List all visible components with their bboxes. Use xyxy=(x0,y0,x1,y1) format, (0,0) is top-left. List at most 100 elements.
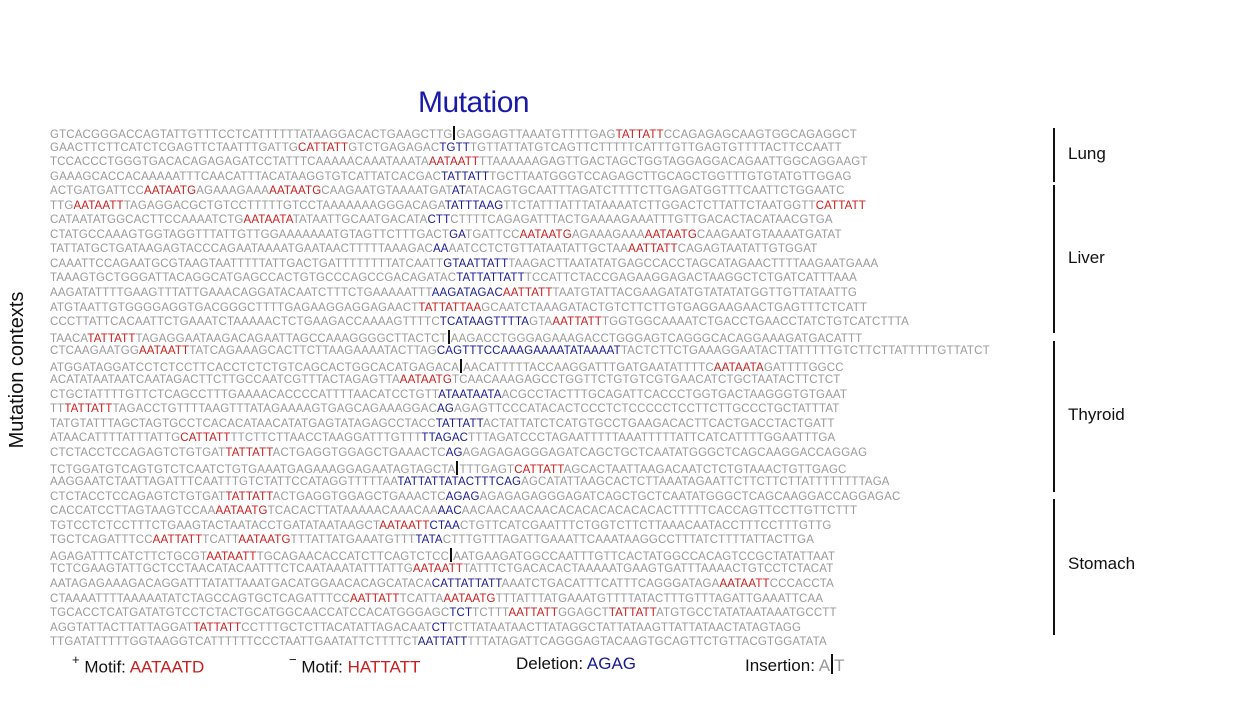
minus-sign: − xyxy=(289,652,297,667)
insertion-marker-icon xyxy=(447,329,450,344)
insertion-right-base: T xyxy=(834,656,845,675)
deletion-segment: TTAGAC xyxy=(421,432,469,445)
context-segment: AAGGAATCTAATTAGATTTCAATTTGTCTATTCCATAGGT… xyxy=(50,476,398,489)
context-segment: TCTTATAATAACTTATAGGCTATTATAAGTTATTATAACT… xyxy=(447,621,802,634)
sequence-row: TAACATATTATTTAGAGGAATAAGACAGAATTAGCCAAAG… xyxy=(50,329,1060,345)
context-segment: CAGAGTAATATTGTGGAT xyxy=(677,243,818,256)
deletion-segment: AAC xyxy=(437,505,462,518)
motif-segment: CATTATT xyxy=(297,141,349,154)
context-segment: CCCTTATTCACAATTCTGAAATCTAAAAACTCTGAAGACC… xyxy=(50,316,440,329)
context-segment: CTCAAGAATGG xyxy=(50,345,139,358)
deletion-segment: ATAATAATA xyxy=(438,388,502,401)
motif-segment: AATAATG xyxy=(269,185,322,198)
motif-segment: AATTATT xyxy=(552,316,602,329)
insertion-left-base: A xyxy=(818,656,831,675)
context-segment: GGAGCT xyxy=(558,607,609,620)
deletion-segment: AATTATT xyxy=(417,636,468,649)
context-segment: CCTTTGCTCTTACATATTAGACAAT xyxy=(241,621,432,634)
context-segment: AGGTATTACTTATTAGGAT xyxy=(50,621,194,634)
motif-segment: AATTATT xyxy=(628,243,678,256)
legend-minus-motif: − Motif: HATTATT xyxy=(289,652,420,678)
context-segment: TATCAGAAAGCACTTCTTAAGAAAATACTTAG xyxy=(189,345,437,358)
motif-segment: AATAATA xyxy=(243,214,293,227)
context-segment: AATAGAGAAAGACAGGATTTATATTAAATGACATGGAACA… xyxy=(50,577,432,590)
sequence-row: GAAAGCACCACAAAAATTTCAACATTTACATAAGGTGTCA… xyxy=(50,170,1060,185)
context-segment: ACTGAGGTGGAGCTGAAACTC xyxy=(272,447,446,460)
bracket-liver xyxy=(1053,185,1055,333)
legend-deletion: Deletion: AGAG xyxy=(516,654,636,674)
context-segment: CACCATCCTTAGTAAGTCCAA xyxy=(50,505,216,518)
context-segment: TCACACTTATAAAAACAAACAA xyxy=(267,505,438,518)
motif-segment: TATTATT xyxy=(608,607,657,620)
context-segment: TACTCTTCTGAAAGGAATACTTATTTTTGTCTTCTTATTT… xyxy=(620,345,990,358)
insertion-marker-icon xyxy=(453,126,456,140)
motif-segment: AATAATG xyxy=(519,228,572,241)
deletion-value: AGAG xyxy=(586,654,637,673)
sequence-row: CACCATCCTTAGTAAGTCCAAAATAATGTCACACTTATAA… xyxy=(50,504,1060,519)
motif-segment: AATTATT xyxy=(349,592,400,605)
sequence-row: TCTCGAAGTATTGCTCCTAACATACAATTTCTCAATAAAT… xyxy=(50,562,1060,577)
deletion-segment: AGAG xyxy=(445,490,480,503)
deletion-segment: CTT xyxy=(427,214,451,227)
sequence-row: TTGATATTTTTGGTAAGGTCATTTTTTCCCTAATTGAATA… xyxy=(50,635,1060,650)
context-segment: GAAAGCACCACAAAAATTTCAACATTTACATAAGGTGTCA… xyxy=(50,170,442,183)
motif-segment: TATTATT xyxy=(64,403,113,416)
group-label-stomach: Stomach xyxy=(1068,554,1136,573)
sequence-row: AGAGATTTCATCTTCTGCGTAATAATTTGCAGAACACCAT… xyxy=(50,547,1060,563)
legend: + Motif: AATAATD − Motif: HATTATT Deleti… xyxy=(0,652,1256,684)
context-segment: AGCACTAATTAAGACAATCTCTGTAAACTGTTGAGC xyxy=(563,463,847,476)
sequence-row: ACATATAATAATCAATAGACTTCTTGCCAATCGTTTACTA… xyxy=(50,373,1060,388)
deletion-segment: TGTT xyxy=(439,141,470,154)
motif-segment: AATTATT xyxy=(502,287,553,300)
insertion-marker-icon xyxy=(456,460,459,475)
context-segment: TGCTCAGATTTCC xyxy=(50,534,153,547)
context-segment: CCAGAGAGCAAGTGGCAGAGGCT xyxy=(663,129,857,141)
context-segment: AACATTTTTACCAAGGATTTGATGAATATTTTC xyxy=(463,361,714,374)
context-segment: CTTTTCAGAGATTTACTGAAAAGAAATTTGTTGACACTAC… xyxy=(450,214,833,227)
bracket-lung xyxy=(1053,128,1055,182)
sequence-row: GTCACGGGACCAGTATTGTTTCCTCATTTTTTATAAGGAC… xyxy=(50,126,1060,141)
sequence-row: TGTCCTCTCCTTTCTGAAGTACTAATACCTGATATAATAA… xyxy=(50,519,1060,534)
context-segment: TAATGTATTACGAAGATATGTATATATGGTTGTTATAATT… xyxy=(552,287,857,300)
context-segment: AGAGTTCCCATACACTCCCTCTCCCCCTCCTTCTTGCCCT… xyxy=(453,403,840,416)
context-segment: AGAGATTTCATCTTCTGCGT xyxy=(50,550,207,563)
context-segment: TGTCCTCTCCTTTCTGAAGTACTAATACCTGATATAATAA… xyxy=(50,519,380,532)
context-segment: AGAAAGAAA xyxy=(571,228,645,241)
motif-segment: AATAATT xyxy=(719,577,770,590)
sequence-row: ATGGATAGGATCCTCTCCTTCACCTCTCTGTCAGCACTGG… xyxy=(50,358,1060,374)
context-segment: AGAAAGAAA xyxy=(196,185,270,198)
motif-segment: TATTATT xyxy=(87,332,136,345)
motif-segment: AATAATG xyxy=(644,228,697,241)
y-axis-label: Mutation contexts xyxy=(6,291,28,449)
context-segment: CTATGCCAAAGTGGTAGGTTTATTGTTGGAAAAAAATGTA… xyxy=(50,228,450,241)
sequence-row: AAGGAATCTAATTAGATTTCAATTTGTCTATTCCATAGGT… xyxy=(50,475,1060,490)
context-segment: CTCTACCTCCAGAGTCTGTGAT xyxy=(50,447,226,460)
context-segment: ACTGAGGTGGAGCTGAAACTC xyxy=(272,490,446,503)
context-segment: TTAAAAAAGAGTTGACTAGCTGGTAGGAGGACAGAATTGG… xyxy=(479,156,868,169)
context-segment: AATCCTCTGTTATAATATTGCTAA xyxy=(448,243,629,256)
sequence-row: TGCTCAGATTTCCAATTATTTCATTAATAATGTTTATTAT… xyxy=(50,533,1060,548)
sequence-row: TATTATGCTGATAAGAGTACCCAGAATAAAATGAATAACT… xyxy=(50,242,1060,257)
context-segment: TATGTATTTAGCTAGTGCCTCACACATAACATATGAGTAT… xyxy=(50,417,436,430)
group-label-lung: Lung xyxy=(1068,144,1106,163)
deletion-segment: TATTATTATT xyxy=(456,272,525,285)
motif-segment: CATTATT xyxy=(180,432,231,445)
context-segment: TCCACCCTGGGTGACACAGAGAGATCCTATTTCAAAAACA… xyxy=(50,156,429,169)
context-segment: CTAAAATTTTAAAAATATCTAGCCAGTGCTCAGATTTCC xyxy=(50,592,350,605)
context-segment: CTGCTATTTTGTTCTCAGCCTTTGAAAACACCCCATTTTA… xyxy=(50,388,439,401)
sequence-row: CTATGCCAAAGTGGTAGGTTTATTGTTGGAAAAAAATGTA… xyxy=(50,228,1060,243)
context-segment: TAAGACTTAATATATGAGCCACCTAGCATAGAACTTTTAA… xyxy=(508,257,879,270)
deletion-segment: CAGTTTCCAAAGAAAATATAAAAT xyxy=(436,345,621,358)
context-segment: GTA xyxy=(529,316,553,329)
context-segment: TGCTTAATGGGTCCAGAGCTTGCAGCTGGTTTGTGTATGT… xyxy=(489,170,852,183)
motif-segment: AATAATA xyxy=(713,361,764,374)
motif-segment: AATAATT xyxy=(379,519,430,532)
context-segment: TATTATGCTGATAAGAGTACCCAGAATAAAATGAATAACT… xyxy=(50,243,433,256)
context-segment: TGTTATTATGTCAGTTCTTTTTCATTTGTTGAGTGTTTTA… xyxy=(469,141,842,154)
sequence-row: AATAGAGAAAGACAGGATTTATATTAAATGACATGGAACA… xyxy=(50,577,1060,592)
sequence-row: CTGCTATTTTGTTCTCAGCCTTTGAAAACACCCCATTTTA… xyxy=(50,388,1060,403)
context-segment: GCAATCTAAAGATACTGTCTTCTTGTGAGGAAGAACTGAG… xyxy=(481,301,868,314)
context-segment: ACATATAATAATCAATAGACTTCTTGCCAATCGTTTACTA… xyxy=(50,374,400,387)
motif-segment: AATAATG xyxy=(443,592,496,605)
context-segment: ACGCCTACTTTGCAGATTCACCCTGGTGACTAAGGGTGTG… xyxy=(501,388,848,401)
